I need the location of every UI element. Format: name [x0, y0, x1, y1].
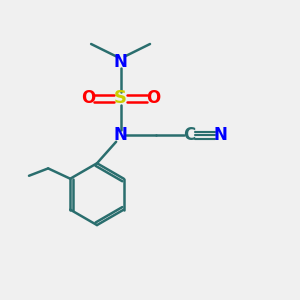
Text: N: N: [114, 126, 128, 144]
Text: C: C: [184, 126, 196, 144]
Text: O: O: [81, 89, 95, 107]
Text: S: S: [114, 89, 127, 107]
Text: N: N: [214, 126, 228, 144]
Text: N: N: [114, 53, 128, 71]
Text: O: O: [146, 89, 160, 107]
